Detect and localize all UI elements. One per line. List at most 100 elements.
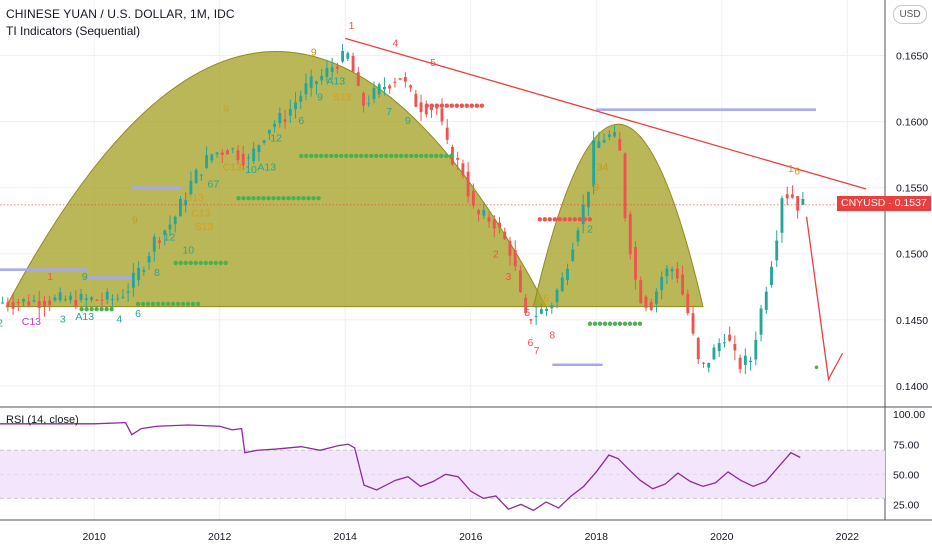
candle-body (16, 301, 20, 304)
dot-marker (193, 260, 198, 266)
candle-body (325, 68, 329, 77)
dot-marker (104, 307, 109, 312)
candle-body (498, 222, 501, 228)
candle-body (294, 102, 297, 110)
dot-marker (597, 321, 603, 326)
dot-marker (183, 260, 188, 266)
chart-legend: CHINESE YUAN / U.S. DOLLAR, 1M, IDC TI I… (6, 6, 235, 40)
dot-marker (424, 103, 430, 108)
dot-marker (542, 217, 547, 222)
candle-body (194, 169, 198, 184)
dot-marker (286, 196, 291, 201)
dot-marker (246, 196, 251, 201)
candle-body (456, 157, 460, 160)
dot-marker (276, 196, 281, 201)
price-tick-label: 0.1400 (896, 381, 928, 393)
sequential-label: 9 (311, 47, 317, 59)
dot-line-green (236, 196, 321, 201)
dot-marker (547, 217, 552, 222)
dot-line-green (299, 153, 454, 159)
candle-body (158, 240, 161, 243)
dot-marker (319, 153, 324, 159)
dot-line-green (79, 307, 114, 312)
candle-body (309, 76, 313, 88)
sequential-label: S13 (195, 221, 214, 233)
dot-marker (99, 307, 104, 312)
candle-body (367, 103, 371, 105)
candle-body (607, 134, 611, 137)
dot-marker (256, 196, 261, 201)
candle-body (236, 150, 240, 161)
dot-marker (434, 153, 439, 159)
candle-body (461, 163, 465, 176)
candle-body (691, 313, 695, 334)
candle-body (534, 316, 538, 318)
dot-marker (479, 103, 485, 108)
sequential-label: 6 (794, 165, 800, 177)
candle-body (545, 308, 549, 311)
sequential-label: 10 (182, 245, 194, 257)
dot-marker (208, 260, 213, 266)
candle-body (205, 155, 209, 168)
dot-marker (622, 321, 628, 326)
dot-marker (627, 321, 633, 326)
candle-body (550, 305, 554, 309)
candle-body (780, 198, 784, 233)
dot-marker (439, 153, 444, 159)
dot-marker (109, 307, 114, 312)
candle-body (754, 339, 758, 360)
candle-body (675, 268, 679, 279)
dot-marker (251, 196, 256, 201)
candle-body (383, 86, 386, 90)
dot-marker (160, 301, 166, 307)
candle-body (634, 247, 637, 280)
candle-body (576, 230, 580, 242)
dot-marker (170, 301, 176, 307)
price-tick-label: 0.1450 (896, 315, 928, 327)
dot-marker (537, 217, 542, 222)
candle-body (539, 309, 543, 314)
dot-marker (296, 196, 301, 201)
dot-marker (299, 153, 304, 159)
dot-marker (444, 103, 450, 108)
dot-marker (617, 321, 623, 326)
candle-body (597, 141, 601, 148)
dot-line-green (587, 321, 643, 326)
candle-body (147, 256, 151, 263)
candle-body (247, 157, 250, 159)
sequential-label: 9 (593, 181, 599, 193)
sequential-label: S13 (185, 192, 204, 204)
dot-marker (632, 321, 638, 326)
candle-body (665, 268, 669, 277)
currency-button[interactable]: USD (893, 5, 927, 24)
sequential-label: A13 (326, 76, 345, 88)
candle-body (273, 123, 277, 127)
dot-marker (329, 153, 334, 159)
candle-body (320, 75, 324, 81)
dot-marker (409, 153, 414, 159)
dot-marker (281, 196, 286, 201)
candle-body (445, 127, 449, 140)
time-axis: 2010 2012 2014 2016 2018 2020 2022 (82, 531, 859, 543)
dot-marker (334, 153, 339, 159)
rsi-line (0, 421, 801, 512)
candle-body (37, 301, 41, 308)
dot-marker (145, 301, 151, 307)
rsi-tick-label: 25.00 (893, 499, 919, 511)
candle-body (702, 362, 705, 364)
sequential-label: 1 (788, 163, 794, 175)
sequential-label: 7 (386, 106, 392, 118)
sequential-label: 34 (597, 161, 609, 173)
dot-marker (339, 153, 344, 159)
dot-marker (469, 103, 475, 108)
candle-body (785, 194, 789, 199)
chart-title: CHINESE YUAN / U.S. DOLLAR, 1M, IDC (6, 7, 235, 21)
dot-marker (84, 307, 89, 312)
dot-marker (459, 103, 465, 108)
candle-body (184, 199, 188, 206)
candle-body (388, 85, 392, 89)
dot-marker (637, 321, 643, 326)
time-tick-label: 2016 (459, 531, 483, 543)
candle-body (513, 250, 517, 267)
candle-body (53, 297, 57, 301)
